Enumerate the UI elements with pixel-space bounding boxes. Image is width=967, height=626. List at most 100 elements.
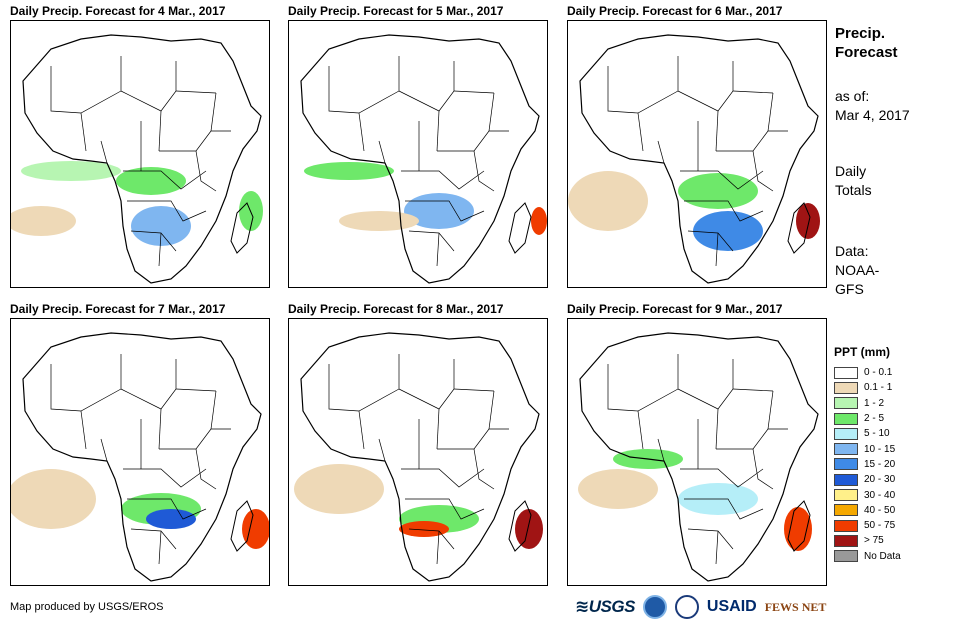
legend-swatch <box>834 519 858 532</box>
legend-item: 0 - 0.1 <box>834 365 959 380</box>
credit-text: Map produced by USGS/EROS <box>10 601 164 613</box>
africa-map <box>300 34 547 284</box>
totals-line1: Daily <box>835 163 867 179</box>
legend-label: 1 - 2 <box>864 397 885 409</box>
forecast-panel-6: Daily Precip. Forecast for 9 Mar., 2017 <box>567 302 827 586</box>
forecast-panel-3: Daily Precip. Forecast for 6 Mar., 2017 <box>567 4 827 288</box>
map-title-line2: Forecast <box>835 44 898 61</box>
precip-map <box>288 318 548 586</box>
legend-label: 40 - 50 <box>864 504 896 516</box>
africa-map <box>568 34 820 284</box>
africa-map <box>11 332 269 582</box>
forecast-panel-4: Daily Precip. Forecast for 7 Mar., 2017 <box>10 302 270 586</box>
data-source-line2: NOAA- <box>835 262 880 278</box>
precip-area <box>784 507 812 551</box>
country-border <box>437 428 490 450</box>
africa-coastline <box>579 332 819 582</box>
legend-item: > 75 <box>834 533 959 548</box>
country-border <box>328 66 400 114</box>
legend-item: 5 - 10 <box>834 426 959 441</box>
country-border <box>677 359 734 410</box>
country-border <box>378 438 386 462</box>
country-border <box>732 388 774 392</box>
country-border <box>453 90 495 94</box>
country-border <box>100 140 108 164</box>
country-border <box>50 66 122 114</box>
country-border <box>398 61 455 112</box>
country-border <box>637 112 644 152</box>
madagascar-outline <box>508 202 532 254</box>
country-border <box>767 390 788 430</box>
africa-map <box>294 332 543 582</box>
map-title: Precip. Forecast <box>835 24 960 62</box>
country-border <box>158 110 162 152</box>
data-source-block: Data: NOAA- GFS <box>835 242 960 299</box>
legend-label: 20 - 30 <box>864 474 896 486</box>
legend-label: 10 - 15 <box>864 443 896 455</box>
country-border <box>453 388 495 392</box>
country-border <box>405 498 485 520</box>
legend-item: 1 - 2 <box>834 396 959 411</box>
madagascar-outline <box>787 202 811 254</box>
country-border <box>436 232 440 267</box>
country-border <box>715 530 719 565</box>
precip-area <box>11 469 96 529</box>
country-border <box>120 359 177 410</box>
country-border <box>752 150 774 192</box>
country-border <box>123 170 207 190</box>
legend-swatch <box>834 366 858 379</box>
country-border <box>159 428 212 450</box>
precip-area <box>404 193 474 229</box>
country-border <box>210 92 231 132</box>
country-border <box>684 200 764 222</box>
legend-swatch <box>834 504 858 517</box>
legend-title: PPT (mm) <box>834 345 891 359</box>
country-border <box>767 92 788 132</box>
country-border <box>752 448 774 490</box>
country-border <box>158 232 162 267</box>
legend-swatch <box>834 489 858 502</box>
country-border <box>436 110 440 152</box>
precip-area <box>146 509 196 529</box>
map-title-line1: Precip. <box>835 25 886 42</box>
data-source-line1: Data: <box>835 243 869 259</box>
as-of-block: as of: Mar 4, 2017 <box>835 87 960 125</box>
precip-area <box>116 167 186 195</box>
country-border <box>607 364 679 412</box>
country-border <box>437 130 490 152</box>
precip-area <box>339 211 419 231</box>
country-border <box>405 200 485 222</box>
panel-title: Daily Precip. Forecast for 7 Mar., 2017 <box>10 302 226 316</box>
legend-item: No Data <box>834 549 959 564</box>
usgs-logo: ≋USGS <box>575 597 635 616</box>
legend-swatch <box>834 550 858 563</box>
country-border <box>677 61 734 112</box>
precip-map <box>288 20 548 288</box>
country-border <box>684 498 764 520</box>
legend-label: 2 - 5 <box>864 413 885 425</box>
legend-label: 5 - 10 <box>864 428 890 440</box>
panel-title: Daily Precip. Forecast for 6 Mar., 2017 <box>567 4 783 18</box>
country-border <box>436 408 440 450</box>
legend-item: 20 - 30 <box>834 472 959 487</box>
country-border <box>408 230 455 252</box>
precip-area <box>515 509 543 549</box>
precip-area <box>131 206 191 246</box>
legend-swatch <box>834 427 858 440</box>
precip-area <box>578 469 658 509</box>
country-border <box>158 530 162 565</box>
country-border <box>158 408 162 450</box>
precip-map <box>567 20 827 288</box>
country-border <box>488 92 509 132</box>
country-border <box>715 232 719 267</box>
country-border <box>401 170 485 190</box>
as-of-date: Mar 4, 2017 <box>835 107 910 123</box>
country-border <box>401 468 485 488</box>
logo-strip: ≋USGS USAID FEWS NET <box>575 594 826 620</box>
usaid-logo: USAID <box>706 598 757 615</box>
madagascar-outline <box>508 500 532 552</box>
country-border <box>358 112 365 152</box>
totals-line2: Totals <box>835 182 872 198</box>
precip-area <box>568 171 648 231</box>
legend-item: 15 - 20 <box>834 457 959 472</box>
